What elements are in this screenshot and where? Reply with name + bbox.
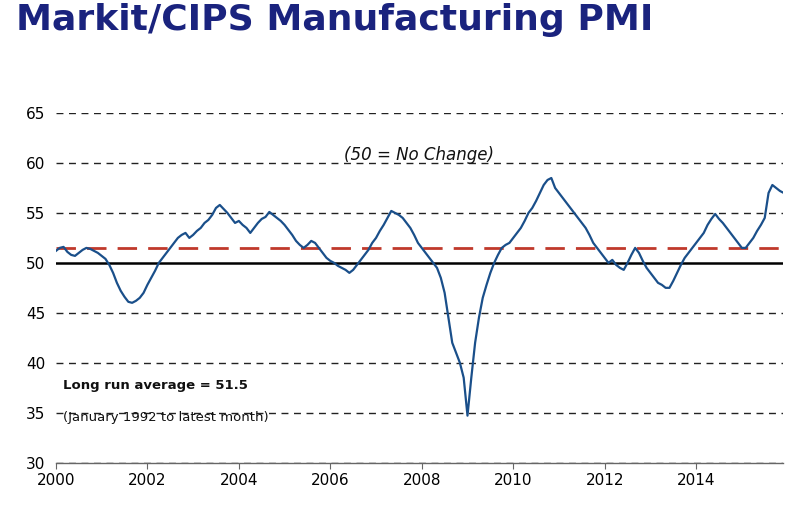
Text: Markit/CIPS Manufacturing PMI: Markit/CIPS Manufacturing PMI xyxy=(16,3,654,36)
Text: Long run average = 51.5: Long run average = 51.5 xyxy=(63,379,248,392)
Text: (50 = No Change): (50 = No Change) xyxy=(344,146,495,164)
Text: (January 1992 to latest month): (January 1992 to latest month) xyxy=(63,411,268,424)
